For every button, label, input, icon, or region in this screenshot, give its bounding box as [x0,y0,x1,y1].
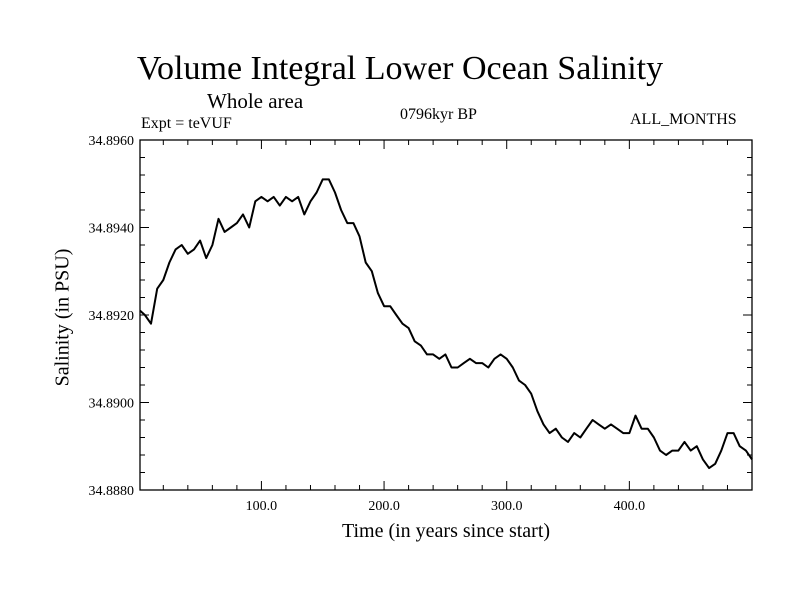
x-tick-label: 100.0 [246,499,278,514]
plot-frame [139,139,753,491]
y-tick-label: 34.8880 [89,484,135,499]
series-layer [139,178,753,470]
x-tick-label: 300.0 [491,499,523,514]
x-tick-label: 200.0 [368,499,400,514]
chart-subtitle: Whole area [207,89,304,113]
y-tick-label: 34.8940 [89,222,135,237]
axis-ticks: 100.0 200.0 300.0 400.0 34.8880 34.8900 34.892… [89,134,752,514]
y-tick-label: 34.8960 [89,134,135,149]
x-axis-label: Time (in years since start) [341,520,551,542]
period-label: 0796kyr BP [400,106,477,123]
experiment-label: Expt = teVUF [141,115,232,132]
y-tick-label: 34.8920 [89,309,135,324]
chart-title: Volume Integral Lower Ocean Salinity [136,50,664,87]
y-tick-label: 34.8900 [89,397,135,412]
series-line-salinity [139,178,753,470]
months-label: ALL_MONTHS [630,111,737,128]
x-tick-label: 400.0 [614,499,646,514]
